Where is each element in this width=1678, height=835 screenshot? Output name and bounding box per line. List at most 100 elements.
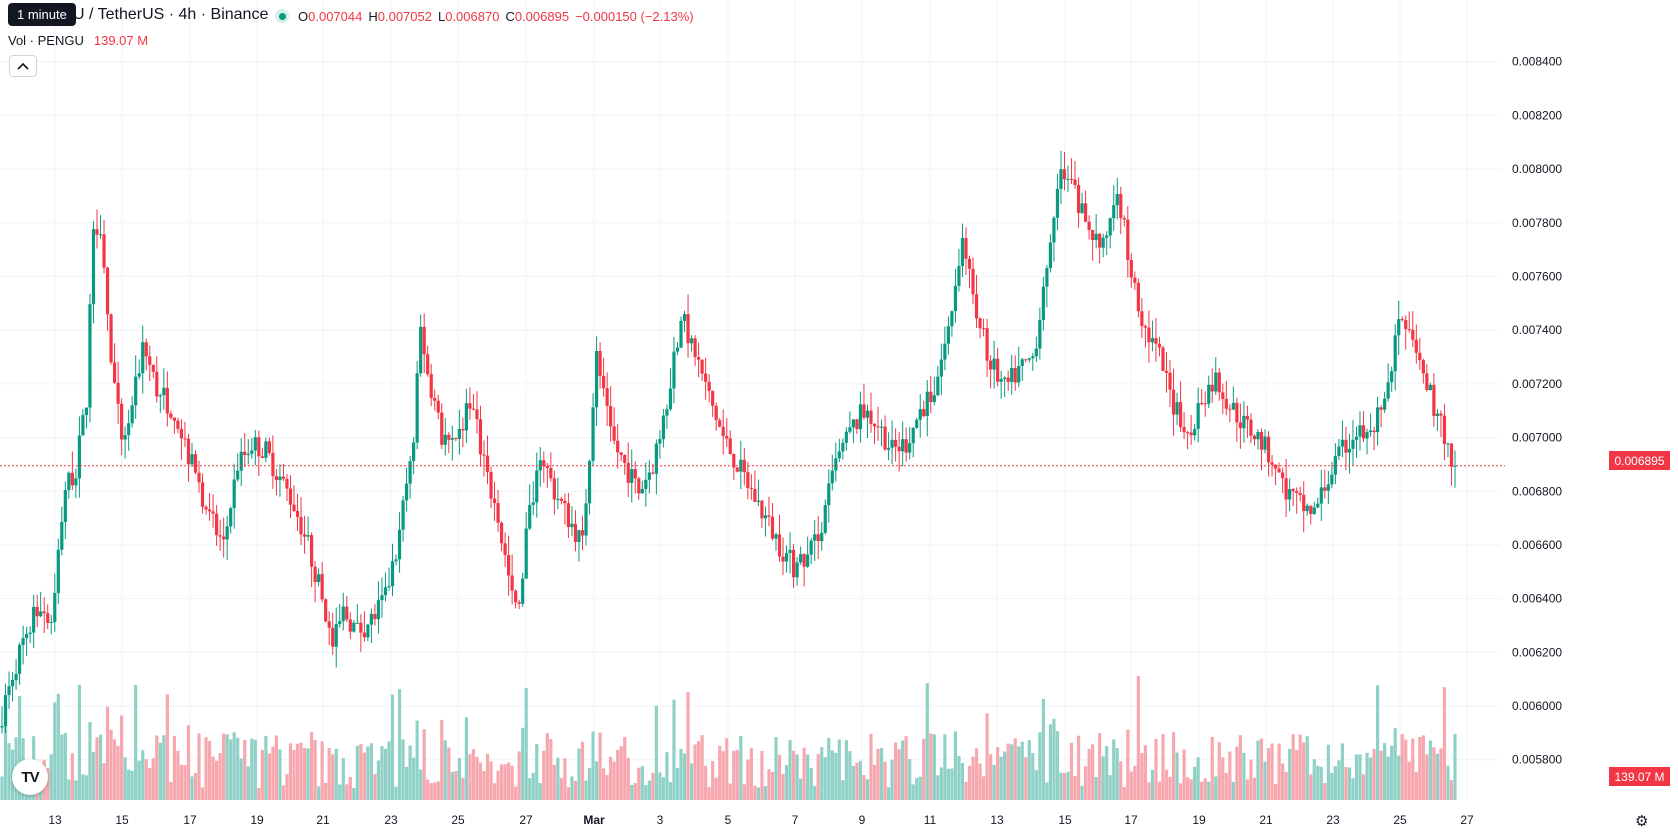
volume-bar	[309, 732, 314, 800]
candle	[704, 357, 708, 400]
volume-bar	[376, 760, 381, 800]
candle	[218, 519, 222, 551]
candle	[1094, 213, 1098, 249]
candle	[1411, 311, 1415, 348]
candle	[594, 336, 599, 426]
candle	[700, 359, 704, 381]
volume-bar	[897, 749, 901, 800]
volume-bar	[528, 778, 532, 800]
volume-bar	[644, 785, 648, 800]
candle	[454, 437, 458, 442]
volume-bar	[876, 748, 880, 800]
volume-bar	[1446, 765, 1450, 800]
candle	[225, 515, 229, 560]
candle	[725, 418, 729, 447]
volume-bar	[1358, 754, 1362, 800]
volume-bar	[1066, 771, 1070, 800]
market-status-icon[interactable]	[275, 9, 289, 23]
volume-bar	[1449, 780, 1454, 800]
volume-bar	[1390, 745, 1394, 800]
candle	[1182, 412, 1186, 439]
volume-bar	[1013, 738, 1017, 800]
volume-bar	[689, 763, 694, 800]
candle	[1133, 271, 1137, 291]
volume-bar	[257, 787, 261, 800]
volume-bar	[215, 760, 219, 800]
volume-bar	[116, 745, 120, 800]
volume-bar	[1178, 783, 1183, 800]
volume-bar	[1196, 757, 1200, 800]
candle	[753, 470, 757, 503]
volume-bar	[306, 748, 310, 800]
volume-bar	[246, 766, 250, 800]
candle	[841, 438, 845, 460]
candle	[1245, 405, 1250, 438]
volume-bar	[155, 735, 159, 800]
volume-bar	[1351, 778, 1355, 800]
candle	[577, 529, 581, 562]
settings-gear-icon[interactable]: ⚙	[1635, 813, 1649, 830]
volume-bar	[225, 734, 229, 800]
volume-bar	[623, 736, 627, 800]
volume-bar	[1270, 743, 1274, 800]
volume-bar	[570, 776, 574, 800]
candle	[746, 461, 750, 500]
volume-bar	[109, 729, 113, 800]
candle	[74, 468, 78, 499]
volume-bar	[292, 750, 296, 800]
volume-bar	[1347, 767, 1352, 800]
volume-bar	[781, 773, 785, 800]
volume-bar	[1105, 746, 1109, 800]
candle	[616, 424, 620, 469]
volume-bar	[471, 749, 476, 800]
volume-bar	[774, 737, 778, 800]
candle	[39, 591, 43, 618]
candle	[253, 429, 257, 466]
candle	[102, 219, 106, 274]
candle	[1221, 383, 1225, 415]
tradingview-logo-icon[interactable]: TV	[12, 759, 48, 795]
candle	[292, 485, 296, 513]
volume-bar	[788, 739, 792, 800]
volume-bar	[637, 767, 641, 800]
candle	[81, 409, 85, 436]
candle	[1105, 231, 1109, 255]
candle	[1161, 345, 1165, 372]
volume-bar	[633, 783, 637, 800]
candle	[1376, 396, 1380, 446]
candle	[412, 436, 416, 475]
volume-bar	[784, 765, 789, 800]
volume-bar	[939, 767, 943, 800]
volume-bar	[426, 779, 430, 800]
candle	[443, 417, 447, 456]
volume-bar	[915, 777, 919, 800]
candle	[943, 326, 947, 371]
candle	[996, 347, 1000, 387]
volume-bar	[1404, 739, 1408, 800]
volume-bar	[165, 694, 169, 800]
candle	[1354, 426, 1359, 458]
volume-bar	[799, 778, 803, 800]
candle	[267, 437, 271, 456]
candle	[17, 642, 22, 685]
volume-bar	[693, 744, 697, 800]
candle	[580, 515, 585, 551]
volume-bar	[394, 786, 398, 800]
collapse-legend-button[interactable]	[9, 55, 37, 77]
volume-bar	[672, 699, 676, 800]
candle	[151, 364, 155, 379]
candle	[1052, 215, 1056, 262]
candle	[806, 536, 810, 569]
volume-bar	[1154, 738, 1158, 800]
symbol-title[interactable]: U / TetherUS · 4h · Binance	[73, 6, 269, 23]
volume-bar	[492, 783, 497, 800]
candle	[1091, 229, 1095, 261]
price-tick-label: 0.008400	[1512, 55, 1562, 69]
candle	[345, 595, 349, 623]
candle	[369, 608, 374, 643]
candle	[1383, 391, 1387, 413]
close-value: 0.006895	[514, 9, 570, 24]
volume-bar	[1319, 766, 1323, 800]
candle	[732, 453, 736, 480]
